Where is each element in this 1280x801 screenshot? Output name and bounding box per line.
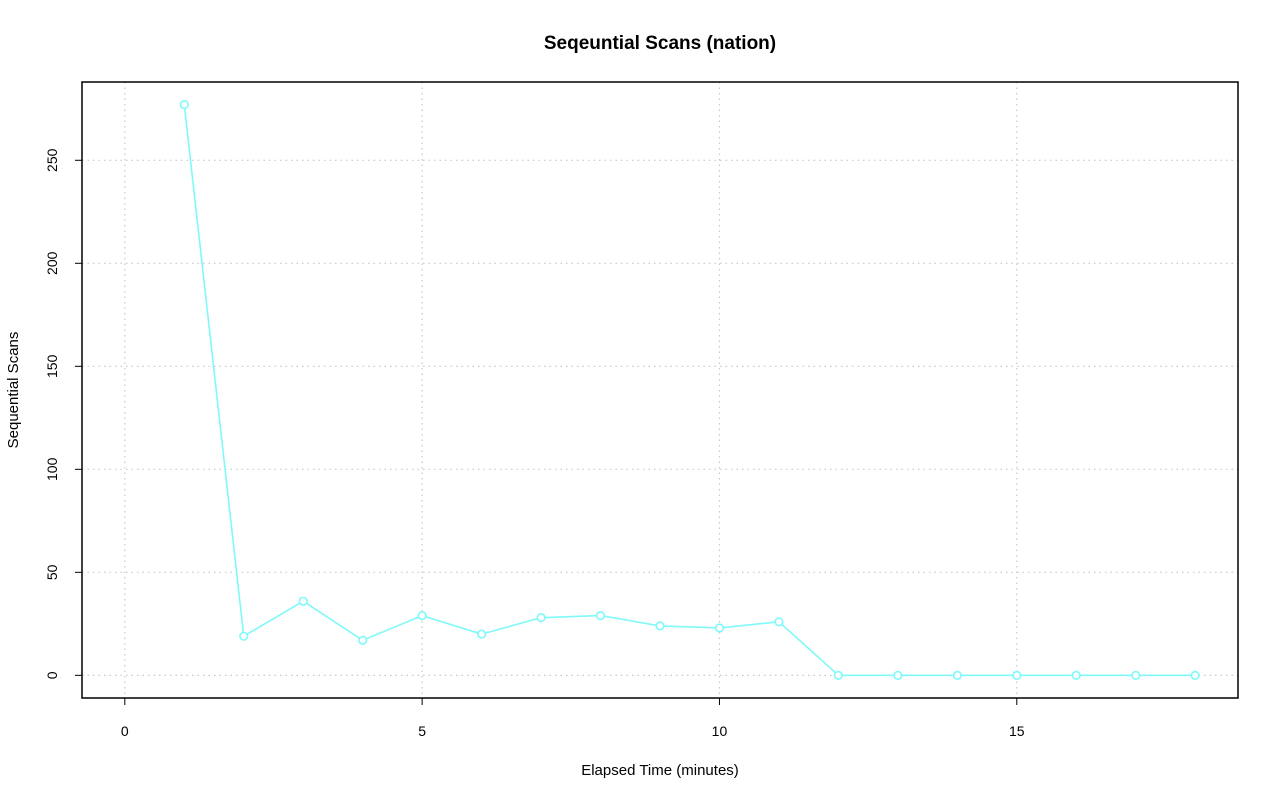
data-point — [239, 631, 249, 641]
series-line — [183, 104, 1196, 677]
data-point — [714, 623, 725, 633]
y-tick-label: 50 — [44, 564, 60, 580]
data-point — [358, 635, 368, 645]
data-point — [833, 670, 843, 680]
y-tick-label: 0 — [44, 671, 60, 679]
data-point — [1012, 670, 1022, 680]
data-point — [417, 610, 427, 621]
data-point — [952, 670, 962, 680]
grid — [82, 82, 1238, 698]
y-axis: 0 50 100 150 200 250 — [44, 148, 83, 679]
data-point — [1131, 670, 1141, 680]
series — [179, 100, 1200, 680]
y-axis-label: Sequential Scans — [5, 332, 22, 449]
data-point — [536, 613, 546, 623]
plot-frame — [81, 81, 1239, 699]
data-point — [298, 596, 308, 606]
data-point — [655, 621, 665, 631]
data-point — [595, 610, 606, 621]
y-tick-label: 200 — [44, 251, 60, 275]
data-point — [1071, 670, 1081, 680]
data-point — [774, 617, 784, 627]
y-tick-label: 100 — [44, 457, 60, 481]
chart-title: Seqeuntial Scans (nation) — [544, 33, 776, 54]
data-point — [477, 629, 487, 639]
y-tick-label: 150 — [44, 354, 60, 378]
x-axis-label: Elapsed Time (minutes) — [581, 762, 739, 779]
x-tick-label: 10 — [712, 723, 728, 739]
y-tick-label: 250 — [44, 148, 60, 172]
x-axis: 0 5 10 15 — [121, 697, 1025, 739]
x-tick-label: 5 — [418, 723, 426, 739]
data-point — [1190, 670, 1200, 680]
x-tick-label: 15 — [1009, 723, 1025, 739]
data-point — [893, 670, 903, 680]
x-tick-label: 0 — [121, 723, 129, 739]
data-point — [179, 100, 189, 110]
